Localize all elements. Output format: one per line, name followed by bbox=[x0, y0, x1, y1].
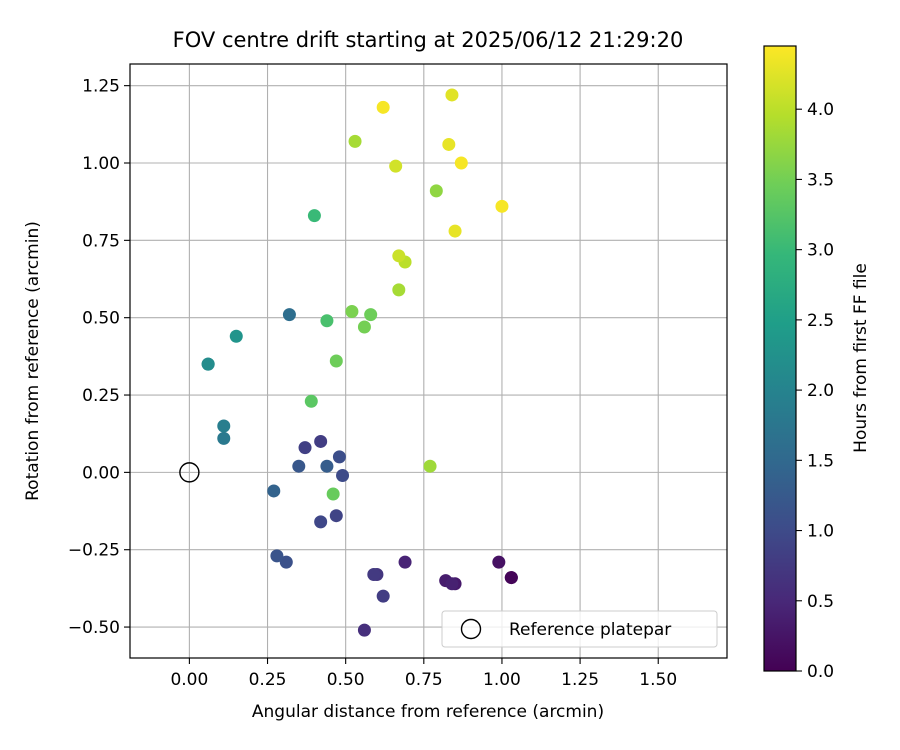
data-point bbox=[357, 623, 371, 637]
colorbar-tick-label: 0.0 bbox=[807, 662, 834, 682]
x-axis-label: Angular distance from reference (arcmin) bbox=[252, 702, 604, 722]
colorbar-label: Hours from first FF file bbox=[851, 263, 871, 453]
data-point bbox=[326, 487, 340, 501]
data-point bbox=[320, 459, 334, 473]
data-point bbox=[429, 184, 443, 198]
data-point bbox=[389, 159, 403, 173]
data-point bbox=[376, 589, 390, 603]
y-tick-label: 1.25 bbox=[82, 77, 120, 97]
y-tick-label: 1.00 bbox=[82, 154, 120, 174]
data-point bbox=[229, 329, 243, 343]
reference-point-marker bbox=[179, 462, 200, 483]
data-point bbox=[320, 314, 334, 328]
x-tick-label: 0.75 bbox=[405, 670, 443, 690]
data-point bbox=[217, 419, 231, 433]
colorbar-tick-label: 0.5 bbox=[807, 592, 834, 612]
data-point bbox=[357, 320, 371, 334]
data-point bbox=[314, 515, 328, 529]
data-point bbox=[298, 441, 312, 455]
x-tick-label: 1.50 bbox=[639, 670, 677, 690]
data-point bbox=[442, 137, 456, 151]
data-point bbox=[217, 431, 231, 445]
data-point bbox=[282, 308, 296, 322]
plot-frame bbox=[129, 63, 728, 659]
data-point bbox=[307, 209, 321, 223]
colorbar-tick-label: 2.0 bbox=[807, 381, 834, 401]
data-point bbox=[329, 354, 343, 368]
colorbar: 0.0 0.5 1.0 1.5 2.0 2.5 3.0 3.5 4.0 Hours from f… bbox=[763, 45, 871, 682]
x-tick-label: 0.00 bbox=[170, 670, 208, 690]
data-point bbox=[345, 305, 359, 318]
data-points bbox=[201, 88, 518, 637]
colorbar-tick-label: 3.0 bbox=[807, 241, 834, 261]
data-point bbox=[201, 357, 215, 371]
colorbar-tick-label: 3.5 bbox=[807, 170, 834, 190]
data-point bbox=[314, 434, 328, 448]
y-axis-ticks: −0.50 −0.25 0.00 0.25 0.50 0.75 1.00 1.25 bbox=[68, 77, 130, 638]
data-point bbox=[423, 459, 437, 473]
legend-box bbox=[441, 610, 718, 648]
data-point bbox=[492, 555, 506, 569]
data-point bbox=[445, 88, 459, 102]
data-point bbox=[392, 249, 406, 263]
colorbar-tick-label: 1.0 bbox=[807, 522, 834, 542]
x-tick-label: 1.00 bbox=[483, 670, 521, 690]
data-point bbox=[304, 394, 318, 408]
chart-title: FOV centre drift starting at 2025/06/12 … bbox=[173, 28, 684, 52]
legend-label: Reference platepar bbox=[509, 620, 671, 640]
y-tick-label: 0.75 bbox=[82, 231, 120, 251]
data-point bbox=[376, 100, 390, 114]
y-tick-label: 0.00 bbox=[82, 463, 120, 483]
legend: Reference platepar bbox=[441, 610, 718, 648]
data-point bbox=[279, 555, 293, 569]
colorbar-gradient bbox=[763, 45, 797, 672]
data-point bbox=[332, 450, 346, 464]
data-point bbox=[364, 308, 378, 322]
x-tick-label: 0.50 bbox=[327, 670, 365, 690]
data-point bbox=[504, 571, 518, 585]
y-axis-label: Rotation from reference (arcmin) bbox=[23, 221, 43, 501]
colorbar-tick-label: 4.0 bbox=[807, 100, 834, 120]
x-tick-label: 1.25 bbox=[561, 670, 599, 690]
data-point bbox=[292, 459, 306, 473]
data-point bbox=[445, 577, 459, 591]
plot-area bbox=[130, 64, 727, 658]
data-point bbox=[367, 567, 381, 581]
data-point bbox=[398, 555, 412, 569]
data-point bbox=[392, 283, 406, 297]
data-point bbox=[267, 484, 281, 498]
x-axis-ticks: 0.00 0.25 0.50 0.75 1.00 1.25 1.50 bbox=[170, 658, 677, 690]
x-tick-label: 0.25 bbox=[249, 670, 287, 690]
data-point bbox=[448, 224, 462, 238]
data-point bbox=[329, 509, 343, 523]
legend-marker bbox=[460, 618, 482, 640]
data-point bbox=[454, 156, 468, 170]
colorbar-tick-label: 2.5 bbox=[807, 311, 834, 331]
data-point bbox=[495, 199, 509, 213]
colorbar-tick-label: 1.5 bbox=[807, 451, 834, 471]
data-point bbox=[336, 468, 350, 482]
y-tick-label: −0.25 bbox=[68, 541, 120, 561]
data-point bbox=[270, 549, 284, 563]
grid-lines bbox=[130, 64, 727, 658]
y-tick-label: −0.50 bbox=[68, 618, 120, 638]
colorbar-ticks: 0.0 0.5 1.0 1.5 2.0 2.5 3.0 3.5 4.0 bbox=[796, 100, 834, 682]
y-tick-label: 0.50 bbox=[82, 309, 120, 329]
y-tick-label: 0.25 bbox=[82, 386, 120, 406]
data-point bbox=[348, 134, 362, 148]
